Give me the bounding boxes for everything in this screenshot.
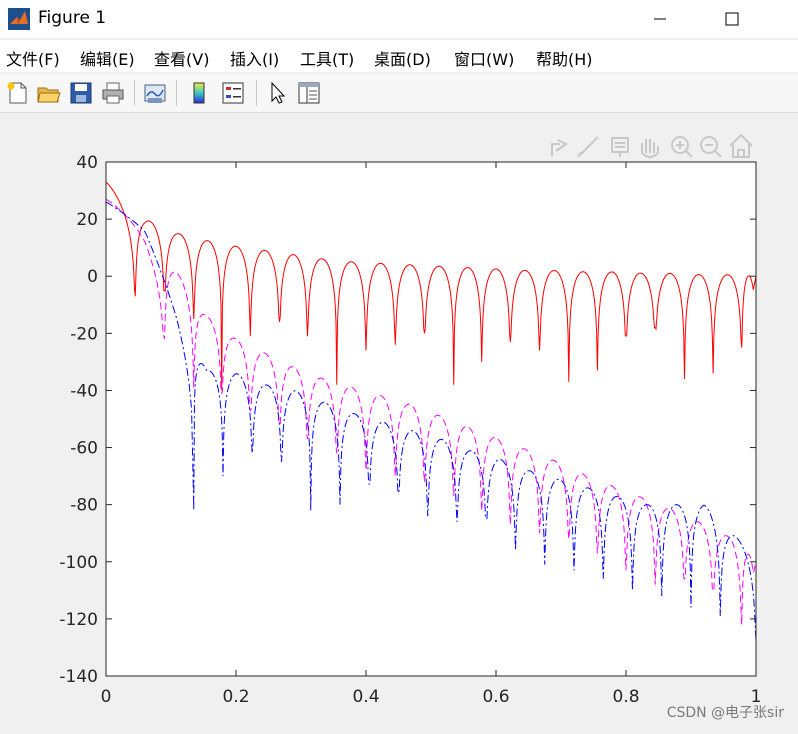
export-icon[interactable] [551,139,568,156]
series-layer [106,181,756,642]
x-tick-label: 0 [101,687,112,707]
menu-window[interactable]: 窗口(W) [454,50,515,69]
menu-edit[interactable]: 编辑(E) [80,50,135,69]
y-tick-label: 40 [76,153,98,173]
maximize-icon [725,12,739,26]
matlab-logo-icon [8,8,30,30]
open-file-icon[interactable] [36,80,62,106]
figure-toolbar [0,74,798,113]
menu-help[interactable]: 帮助(H) [536,50,593,69]
pointer-icon[interactable] [264,80,290,106]
tick-labels-layer: 0 0.2 0.4 0.6 0.8 1 40 20 0 -20 -40 -60 -80 -100 -120 -… [59,153,761,707]
minimize-button[interactable] [640,4,680,34]
x-tick-label: 0.2 [222,687,249,707]
y-tick-label: -80 [70,496,98,516]
figure-canvas: 0 0.2 0.4 0.6 0.8 1 40 20 0 -20 -40 -60 -80 -100 -120 -… [0,113,798,730]
window-title: Figure 1 [38,8,107,28]
toolbar-separator [176,80,177,106]
brush-icon[interactable] [577,136,599,158]
property-inspector-icon[interactable] [296,80,322,106]
y-tick-label: -40 [70,381,98,401]
new-figure-icon[interactable] [4,80,30,106]
save-icon[interactable] [68,80,94,106]
y-tick-label: -60 [70,439,98,459]
axes-frame [105,161,757,677]
x-tick-label: 0.4 [352,687,379,707]
print-icon[interactable] [100,80,126,106]
link-plot-icon[interactable] [142,80,168,106]
series-line-1 [106,181,756,391]
legend-icon[interactable] [220,80,246,106]
x-tick-label: 1 [751,687,762,707]
zoom-out-icon[interactable] [700,136,722,158]
colorbar-icon[interactable] [186,80,212,106]
maximize-button[interactable] [712,4,752,34]
menu-file[interactable]: 文件(F) [6,50,60,69]
y-tick-label: -140 [59,667,98,687]
minimize-icon [654,18,666,20]
menu-tools[interactable]: 工具(T) [300,50,355,69]
plot-svg: 0 0.2 0.4 0.6 0.8 1 40 20 0 -20 -40 -60 -80 -100 -120 -… [59,133,761,707]
axes-toolbar [551,133,753,158]
menu-insert[interactable]: 插入(I) [230,50,280,69]
toolbar-separator [256,80,257,106]
y-tick-label: 20 [76,210,98,230]
menu-desktop[interactable]: 桌面(D) [374,50,431,69]
data-tip-icon[interactable] [611,137,629,157]
series-line-3 [106,201,756,642]
y-tick-label: -120 [59,610,98,630]
y-tick-label: -100 [59,553,98,573]
title-bar: Figure 1 [0,0,798,38]
toolbar-separator [134,80,135,106]
home-icon[interactable] [729,133,753,158]
y-tick-label: -20 [70,324,98,344]
series-line-2 [106,198,756,625]
x-tick-label: 0.6 [482,687,509,707]
watermark-text: CSDN @电子张sir [666,705,784,721]
axes-background [106,162,756,676]
menu-bar: 文件(F) 编辑(E) 查看(V) 插入(I) 工具(T) 桌面(D) 窗口(W… [0,40,798,72]
zoom-in-icon[interactable] [671,136,693,158]
ticks-layer [105,161,757,677]
x-tick-label: 0.8 [612,687,639,707]
menu-view[interactable]: 查看(V) [154,50,210,69]
y-tick-label: 0 [87,267,98,287]
pan-icon[interactable] [641,139,659,158]
